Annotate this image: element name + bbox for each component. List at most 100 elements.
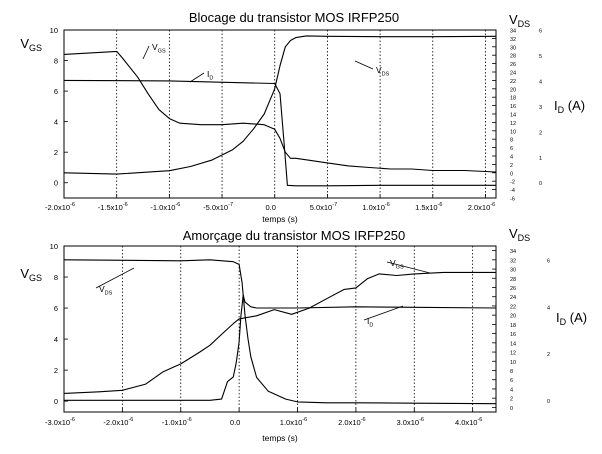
right1-tick-label: 30 — [510, 268, 516, 274]
right1-tick-label: 6 — [510, 378, 513, 384]
right2-tick-label: 0 — [547, 399, 550, 405]
right1-axis-title-main: V — [509, 226, 518, 241]
left-tick-label: 8 — [54, 57, 58, 66]
trace-label: ID — [367, 316, 373, 329]
right1-tick-label: -6 — [510, 197, 515, 203]
x-tick-label: 1.5x10-6 — [415, 202, 442, 212]
x-tick-mantissa: 1.0x10 — [280, 418, 303, 427]
left-tick-label: 8 — [54, 273, 58, 282]
right2-tick-label: 4 — [547, 305, 550, 311]
right2-tick-label: 5 — [539, 54, 542, 60]
x-tick-label: 0.0 — [230, 418, 240, 427]
right1-tick-label: 32 — [510, 258, 516, 264]
right2-axis-title-unit: (A) — [564, 98, 585, 113]
trace-label-main: V — [152, 42, 158, 52]
trace-label-pointer — [142, 45, 150, 60]
x-tick-exponent: -6 — [477, 417, 482, 423]
trace-label: ID — [207, 69, 213, 82]
right1-tick-label: -4 — [510, 188, 515, 194]
x-tick-label: 3.0x10-6 — [397, 417, 424, 427]
left-axis-title: VGS — [20, 266, 42, 283]
x-tick-mantissa: 3.0x10 — [397, 418, 420, 427]
x-tick-exponent: -7 — [228, 202, 233, 208]
right2-tick-label: 6 — [539, 29, 542, 35]
x-tick-label: 1.0x10-6 — [362, 202, 389, 212]
x-tick-mantissa: -1.0x10 — [162, 418, 187, 427]
left-tick-label: 6 — [54, 87, 58, 96]
right1-tick-label: 10 — [510, 360, 516, 366]
chart-2: Amorçage du transistor MOS IRFP250 -3.0x1… — [20, 226, 587, 443]
right1-tick-label: 4 — [510, 155, 513, 161]
left-tick-label: 2 — [54, 366, 58, 375]
right1-tick-label: 2 — [510, 163, 513, 169]
x-tick-exponent: -6 — [123, 202, 128, 208]
right1-tick-label: 22 — [510, 304, 516, 310]
x-tick-exponent: -6 — [438, 202, 443, 208]
right1-tick-label: 4 — [510, 387, 513, 393]
right1-tick-label: 28 — [510, 277, 516, 283]
trace-label: VGS — [390, 258, 404, 271]
trace-label-pointer — [354, 60, 374, 70]
trace-label-pointer — [363, 305, 404, 321]
x-tick-label: -3.0x10-6 — [45, 417, 75, 427]
trace-label-main: I — [207, 69, 209, 79]
x-tick-mantissa: -1.0x10 — [150, 203, 175, 212]
right2-tick-label: 4 — [539, 79, 542, 85]
x-tick-label: -1.0x10-6 — [150, 202, 180, 212]
x-tick-label: 5.0x10-7 — [310, 202, 337, 212]
right2-tick-label: 1 — [539, 156, 542, 162]
x-tick-label: 2.0x10-6 — [468, 202, 495, 212]
x-tick-exponent: -6 — [490, 202, 495, 208]
chart-title: Blocage du transistor MOS IRFP250 — [189, 10, 399, 25]
trace-label-main: V — [99, 284, 105, 294]
right2-axis-title-main: I — [554, 98, 558, 113]
x-tick-label: 2.0x10-6 — [338, 417, 365, 427]
right1-tick-label: 22 — [510, 79, 516, 85]
trace-label-sub: DS — [105, 291, 113, 297]
x-tick-mantissa: 4.0x10 — [455, 418, 478, 427]
trace-label-pointer — [189, 72, 205, 83]
right2-tick-label: 2 — [547, 352, 550, 358]
x-tick-exponent: -6 — [385, 202, 390, 208]
x-tick-mantissa: 1.5x10 — [415, 203, 438, 212]
x-tick-label: 0.0 — [266, 203, 276, 212]
x-tick-mantissa: 1.0x10 — [362, 203, 385, 212]
right1-tick-label: 12 — [510, 121, 516, 127]
chart-1: Blocage du transistor MOS IRFP250 -2.0x10… — [20, 10, 585, 224]
right1-tick-label: 18 — [510, 323, 516, 329]
x-axis-label: temps (s) — [262, 433, 298, 443]
right1-tick-label: 14 — [510, 113, 516, 119]
x-tick-exponent: -6 — [419, 417, 424, 423]
right1-tick-label: 34 — [510, 29, 516, 35]
trace-label-sub: D — [209, 76, 213, 82]
x-tick-mantissa: 2.0x10 — [468, 203, 491, 212]
x-tick-label: 1.0x10-6 — [280, 417, 307, 427]
trace-label-main: V — [390, 258, 396, 268]
left-tick-label: 6 — [54, 304, 58, 313]
right2-axis-title-sub: D — [558, 105, 565, 115]
right1-tick-label: 0 — [510, 406, 513, 412]
left-axis-title-main: V — [20, 266, 29, 281]
x-tick-exponent: -6 — [70, 202, 75, 208]
right1-axis-title-sub: DS — [518, 19, 531, 29]
right1-axis-title: VDS — [509, 12, 530, 29]
x-tick-label: -1.5x10-6 — [98, 202, 128, 212]
x-tick-exponent: -6 — [175, 202, 180, 208]
x-tick-mantissa: 5.0x10 — [310, 203, 333, 212]
right2-axis-title-sub: D — [560, 317, 567, 327]
trace-label-sub: DS — [382, 72, 390, 78]
right1-tick-label: -2 — [510, 180, 515, 186]
x-tick-label: 4.0x10-6 — [455, 417, 482, 427]
x-tick-label: -1.0x10-6 — [162, 417, 192, 427]
right1-tick-label: 34 — [510, 249, 516, 255]
x-tick-mantissa: -2.0x10 — [103, 418, 128, 427]
right2-axis-title-unit: (A) — [566, 310, 587, 325]
trace-label-main: V — [376, 65, 382, 75]
right1-tick-label: 26 — [510, 286, 516, 292]
right1-tick-label: 16 — [510, 104, 516, 110]
left-axis-title: VGS — [20, 36, 42, 53]
right2-tick-label: 0 — [539, 181, 542, 187]
right1-tick-label: 18 — [510, 96, 516, 102]
left-tick-label: 4 — [54, 118, 58, 127]
trace-left-1 — [63, 50, 497, 173]
